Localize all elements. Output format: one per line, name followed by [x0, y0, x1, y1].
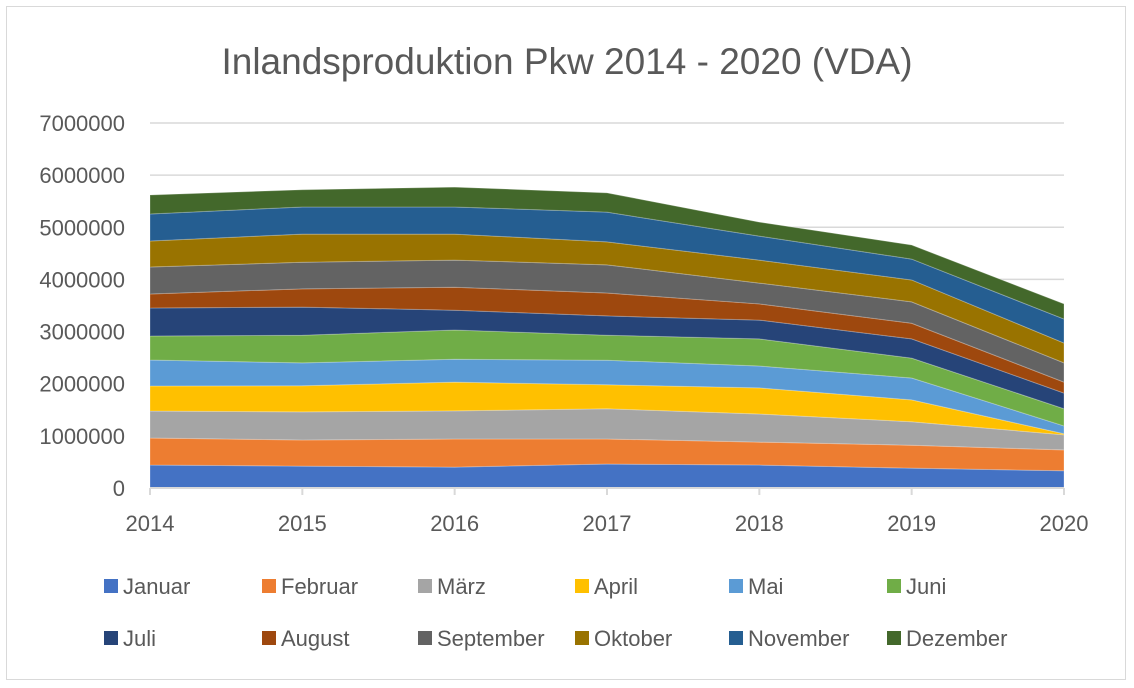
- legend-item: Februar: [262, 574, 358, 599]
- x-tick-label: 2017: [583, 511, 632, 536]
- legend-label: Mai: [748, 574, 783, 599]
- legend-label: Februar: [281, 574, 358, 599]
- legend-swatch: [575, 631, 589, 645]
- areas: [149, 186, 1065, 489]
- legend-swatch: [262, 631, 276, 645]
- y-tick-label: 4000000: [39, 267, 125, 292]
- legend-item: Oktober: [575, 626, 672, 651]
- area-oktober: [149, 233, 1065, 364]
- legend-swatch: [887, 631, 901, 645]
- axes: 0 1000000 2000000 3000000 4000000 5000000 6000…: [39, 111, 1088, 536]
- legend-label: April: [594, 574, 638, 599]
- legend-swatch: [418, 579, 432, 593]
- legend-swatch: [104, 631, 118, 645]
- legend-swatch: [575, 579, 589, 593]
- area-september: [149, 259, 1065, 383]
- area-juni: [149, 329, 1065, 427]
- legend-label: November: [748, 626, 849, 651]
- legend-label: August: [281, 626, 350, 651]
- legend-item: Dezember: [887, 626, 1007, 651]
- legend-label: September: [437, 626, 545, 651]
- y-tick-label: 5000000: [39, 215, 125, 240]
- legend-item: August: [262, 626, 350, 651]
- legend-label: Oktober: [594, 626, 672, 651]
- legend-item: Januar: [104, 574, 190, 599]
- x-tick-label: 2014: [126, 511, 175, 536]
- legend-item: Mai: [729, 574, 783, 599]
- legend-item: Juni: [887, 574, 946, 599]
- y-tick-label: 7000000: [39, 111, 125, 136]
- legend-item: September: [418, 626, 545, 651]
- area-mai: [149, 358, 1065, 435]
- legend-swatch: [418, 631, 432, 645]
- legend-item: Juli: [104, 626, 156, 651]
- legend-label: Juli: [123, 626, 156, 651]
- legend-swatch: [729, 631, 743, 645]
- x-tick-label: 2015: [278, 511, 327, 536]
- legend-label: März: [437, 574, 486, 599]
- legend-item: März: [418, 574, 486, 599]
- y-tick-label: 0: [113, 476, 125, 501]
- area-dezember: [149, 186, 1065, 320]
- x-tick-label: 2019: [887, 511, 936, 536]
- legend-swatch: [729, 579, 743, 593]
- area-april: [149, 381, 1065, 436]
- legend: Januar Februar März April Mai Juni Juli August S…: [104, 574, 1007, 651]
- legend-swatch: [104, 579, 118, 593]
- area-november: [149, 206, 1065, 344]
- y-tick-label: 2000000: [39, 372, 125, 397]
- legend-label: Juni: [906, 574, 946, 599]
- legend-swatch: [887, 579, 901, 593]
- chart-title: Inlandsproduktion Pkw 2014 - 2020 (VDA): [221, 41, 912, 82]
- y-tick-label: 1000000: [39, 424, 125, 449]
- legend-item: November: [729, 626, 849, 651]
- y-tick-label: 3000000: [39, 320, 125, 345]
- chart-frame: [6, 6, 1126, 680]
- x-tick-label: 2016: [430, 511, 479, 536]
- x-tick-label: 2018: [735, 511, 784, 536]
- legend-label: Januar: [123, 574, 190, 599]
- legend-swatch: [262, 579, 276, 593]
- legend-label: Dezember: [906, 626, 1007, 651]
- legend-item: April: [575, 574, 638, 599]
- y-tick-label: 6000000: [39, 163, 125, 188]
- x-tick-label: 2020: [1040, 511, 1089, 536]
- area-juli: [149, 306, 1065, 410]
